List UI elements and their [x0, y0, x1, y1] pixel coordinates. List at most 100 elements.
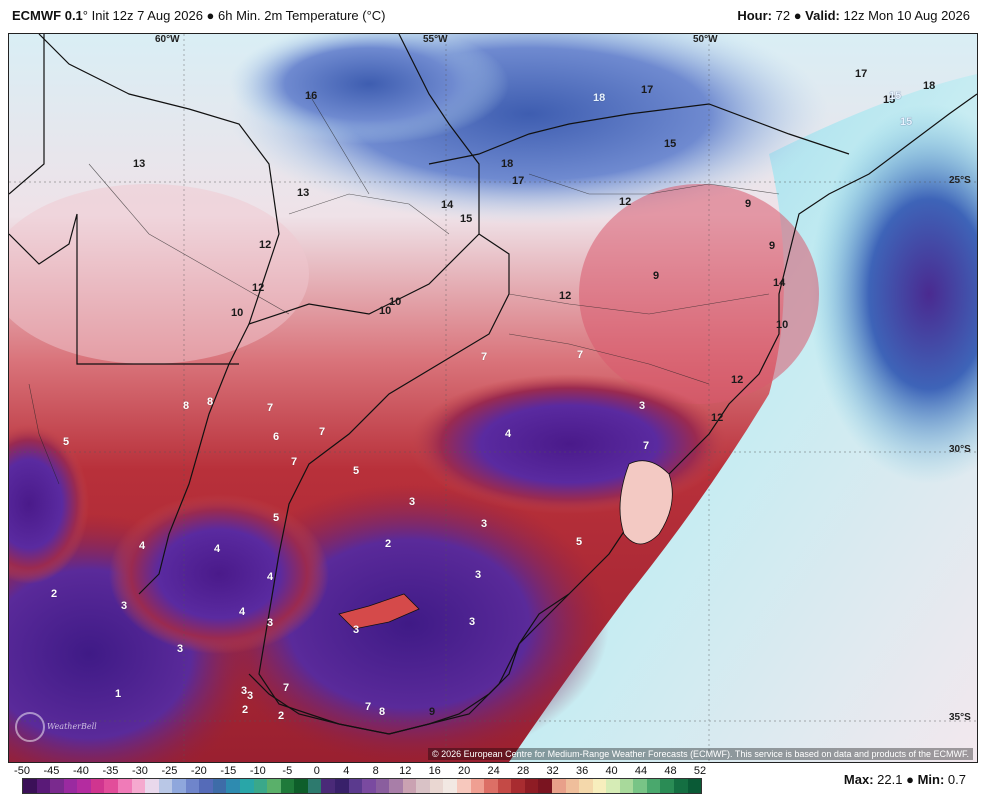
- scale-color-swatch: [511, 779, 525, 793]
- scale-color-swatch: [551, 779, 566, 793]
- scale-color-swatch: [524, 779, 539, 793]
- header-valid: Hour: 72 ● Valid: 12z Mon 10 Aug 2026: [737, 8, 970, 23]
- scale-tick-label: -45: [43, 765, 60, 777]
- scale-color-swatch: [389, 779, 403, 793]
- stats-separator: ●: [906, 772, 914, 787]
- scale-color-swatch: [307, 779, 322, 793]
- scale-color-swatch: [619, 779, 634, 793]
- temperature-value-label: 2: [278, 710, 285, 722]
- temperature-value-label: 10: [231, 307, 244, 319]
- temperature-value-label: 3: [353, 624, 360, 636]
- temperature-value-label: 5: [353, 465, 360, 477]
- logo-circle-icon: [15, 712, 45, 742]
- color-scale-ticks: -50 -45 -40 -35 -30 -25 -20 -15 -10 -5 0 4 8 12 16 20 24…: [14, 765, 707, 779]
- scale-tick-label: 20: [458, 765, 471, 777]
- scale-tick-label: 0: [313, 765, 320, 777]
- max-min-stats: Max: 22.1 ● Min: 0.7: [844, 772, 966, 787]
- scale-color-swatch: [90, 779, 105, 793]
- lat-label-25s: 25°S: [949, 175, 971, 186]
- temperature-value-label: 16: [305, 90, 318, 102]
- temperature-value-label: 9: [769, 240, 776, 252]
- scale-color-swatch: [158, 779, 173, 793]
- lon-label-55w: 55°W: [423, 34, 448, 45]
- max-label: Max:: [843, 772, 874, 787]
- scale-tick-label: -10: [249, 765, 266, 777]
- scale-tick-label: -35: [102, 765, 119, 777]
- weatherbell-logo: WeatherBell: [15, 712, 97, 742]
- temperature-value-label: 8: [183, 400, 190, 412]
- scale-color-swatch: [294, 779, 308, 793]
- scale-color-swatch: [687, 779, 702, 793]
- scale-tick-label: 52: [693, 765, 707, 777]
- temperature-value-label: 1: [115, 688, 122, 700]
- temperature-map[interactable]: 60°W 55°W 50°W 25°S 30°S 35°S 16 18 17 17 15…: [8, 33, 978, 763]
- temperature-value-label: 7: [283, 682, 290, 694]
- scale-color-swatch: [565, 779, 580, 793]
- temperature-value-label: 3: [241, 685, 248, 697]
- init-text: ° Init 12z 7 Aug 2026 ● 6h Min. 2m Tempe…: [82, 8, 386, 23]
- temperature-value-label: 3: [247, 690, 254, 702]
- temperature-value-label: 5: [63, 436, 70, 448]
- temperature-value-label: 9: [653, 270, 660, 282]
- temperature-value-label: 12: [259, 239, 272, 251]
- copyright-notice: © 2026 European Centre for Medium-Range …: [427, 748, 973, 760]
- scale-color-swatch: [633, 779, 647, 793]
- scale-color-swatch: [592, 779, 607, 793]
- scale-color-swatch: [253, 779, 268, 793]
- temperature-value-label: 7: [481, 351, 488, 363]
- scale-tick-label: 12: [399, 765, 412, 777]
- lat-label-35s: 35°S: [949, 712, 971, 723]
- temperature-value-label: 4: [139, 540, 146, 552]
- scale-color-swatch: [497, 779, 512, 793]
- scale-color-swatch: [660, 779, 674, 793]
- scale-tick-label: -20: [190, 765, 207, 777]
- scale-color-swatch: [63, 779, 78, 793]
- scale-color-swatch: [538, 779, 552, 793]
- scale-color-swatch: [185, 779, 200, 793]
- temperature-value-label: 12: [711, 412, 724, 424]
- temperature-value-label: 18: [923, 80, 936, 92]
- min-value: 0.7: [947, 772, 966, 787]
- scale-color-swatch: [362, 779, 376, 793]
- valid-value: 12z Mon 10 Aug 2026: [843, 8, 971, 23]
- scale-tick-label: 32: [546, 765, 559, 777]
- scale-color-swatch: [131, 779, 146, 793]
- scale-tick-label: 4: [343, 765, 350, 777]
- temperature-value-label: 14: [441, 199, 454, 211]
- scale-color-swatch: [674, 779, 688, 793]
- temperature-value-label: 7: [319, 426, 326, 438]
- temperature-value-label: 17: [855, 68, 868, 80]
- scale-color-swatch: [429, 779, 444, 793]
- map-canvas: [9, 34, 977, 762]
- temperature-value-label: 12: [252, 282, 265, 294]
- header-title: ECMWF 0.1° Init 12z 7 Aug 2026 ● 6h Min.…: [12, 8, 386, 23]
- temperature-value-label: 4: [239, 606, 246, 618]
- temperature-value-label: 12: [559, 290, 572, 302]
- lon-label-60w: 60°W: [155, 34, 180, 45]
- temperature-value-label: 9: [429, 706, 436, 718]
- scale-tick-label: -25: [161, 765, 178, 777]
- scale-color-swatch: [199, 779, 213, 793]
- temperature-value-label: 2: [242, 704, 249, 716]
- temperature-value-label: 3: [475, 569, 482, 581]
- temperature-value-label: 18: [593, 92, 606, 104]
- temperature-value-label: 15: [900, 116, 913, 128]
- temperature-value-label: 13: [297, 187, 310, 199]
- scale-tick-label: 16: [428, 765, 441, 777]
- scale-color-swatch: [321, 779, 335, 793]
- scale-color-swatch: [402, 779, 417, 793]
- temperature-value-label: 7: [577, 349, 584, 361]
- scale-tick-label: 24: [487, 765, 500, 777]
- scale-color-swatch: [23, 779, 37, 793]
- scale-color-swatch: [226, 779, 240, 793]
- scale-color-swatch: [280, 779, 295, 793]
- scale-tick-label: 44: [634, 765, 648, 777]
- scale-color-swatch: [145, 779, 159, 793]
- temperature-value-label: 17: [641, 84, 654, 96]
- temperature-value-label: 4: [505, 428, 512, 440]
- max-value: 22.1: [877, 772, 903, 787]
- scale-tick-label: 28: [517, 765, 530, 777]
- scale-tick-label: -50: [14, 765, 30, 777]
- temperature-value-label: 4: [214, 543, 221, 555]
- model-name: ECMWF 0.1: [12, 8, 83, 23]
